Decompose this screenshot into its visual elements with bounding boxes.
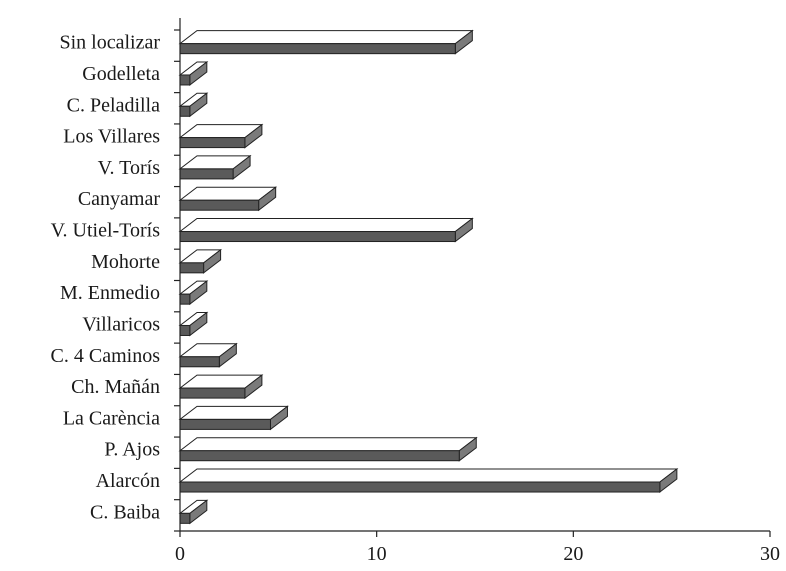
bar [178, 374, 264, 400]
bar-front-face [179, 324, 191, 336]
category-label: V. Torís [98, 157, 161, 179]
bar-front-face [179, 137, 246, 149]
bar-front-face [179, 43, 456, 55]
bar [178, 311, 209, 337]
bar-front-face [179, 105, 191, 117]
bar [178, 217, 474, 243]
category-labels: Sin localizar Godelleta C. Peladilla Los Vi… [51, 32, 161, 524]
bar-front-face [179, 74, 191, 86]
bar [178, 342, 238, 368]
bar [178, 92, 209, 118]
category-label: V. Utiel-Torís [51, 220, 161, 242]
bar-top-face [178, 218, 474, 233]
bar [178, 468, 679, 494]
category-label: C. Peladilla [67, 94, 160, 116]
category-label: Sin localizar [59, 32, 160, 54]
bar-front-face [179, 387, 246, 399]
bar [178, 248, 223, 274]
bar-top-face [178, 468, 679, 483]
bar-front-face [179, 168, 234, 180]
category-label: Los Villares [63, 126, 160, 148]
category-label: M. Enmedio [60, 282, 160, 304]
bar [178, 280, 209, 306]
category-label: Canyamar [78, 188, 161, 210]
bar [178, 123, 264, 149]
bar-top-face [178, 437, 478, 452]
bar [178, 436, 478, 462]
bar [178, 186, 278, 212]
category-label: Godelleta [82, 63, 160, 85]
category-label: C. 4 Caminos [51, 345, 161, 367]
bar-top-face [178, 405, 289, 420]
bar-front-face [179, 262, 205, 274]
bar-front-face [179, 450, 460, 462]
bar-front-face [179, 418, 271, 430]
bar [178, 499, 209, 525]
bar-front-face [179, 293, 191, 305]
category-label: Mohorte [91, 251, 160, 273]
x-tick-label: 30 [760, 543, 780, 565]
x-axis-ticks: 0 10 20 30 [174, 29, 780, 565]
bar [178, 405, 289, 431]
bar-front-face [179, 231, 456, 243]
category-label: La Carència [63, 407, 160, 429]
category-label: Villaricos [82, 313, 160, 335]
x-tick-label: 10 [367, 543, 387, 565]
bar-top-face [178, 30, 474, 45]
category-label: Alarcón [96, 470, 160, 492]
category-label: P. Ajos [104, 439, 160, 461]
bar-front-face [179, 199, 260, 211]
bar [178, 154, 252, 180]
bar-front-face [179, 481, 661, 493]
category-label: C. Baiba [90, 501, 160, 523]
bar [178, 60, 209, 86]
bar [178, 29, 474, 55]
bar-front-face [179, 356, 220, 368]
x-tick-label: 20 [563, 543, 583, 565]
x-tick-label: 0 [175, 543, 185, 565]
bar-front-face [179, 512, 191, 524]
bars-group [178, 29, 679, 525]
category-label: Ch. Mañán [71, 376, 160, 398]
